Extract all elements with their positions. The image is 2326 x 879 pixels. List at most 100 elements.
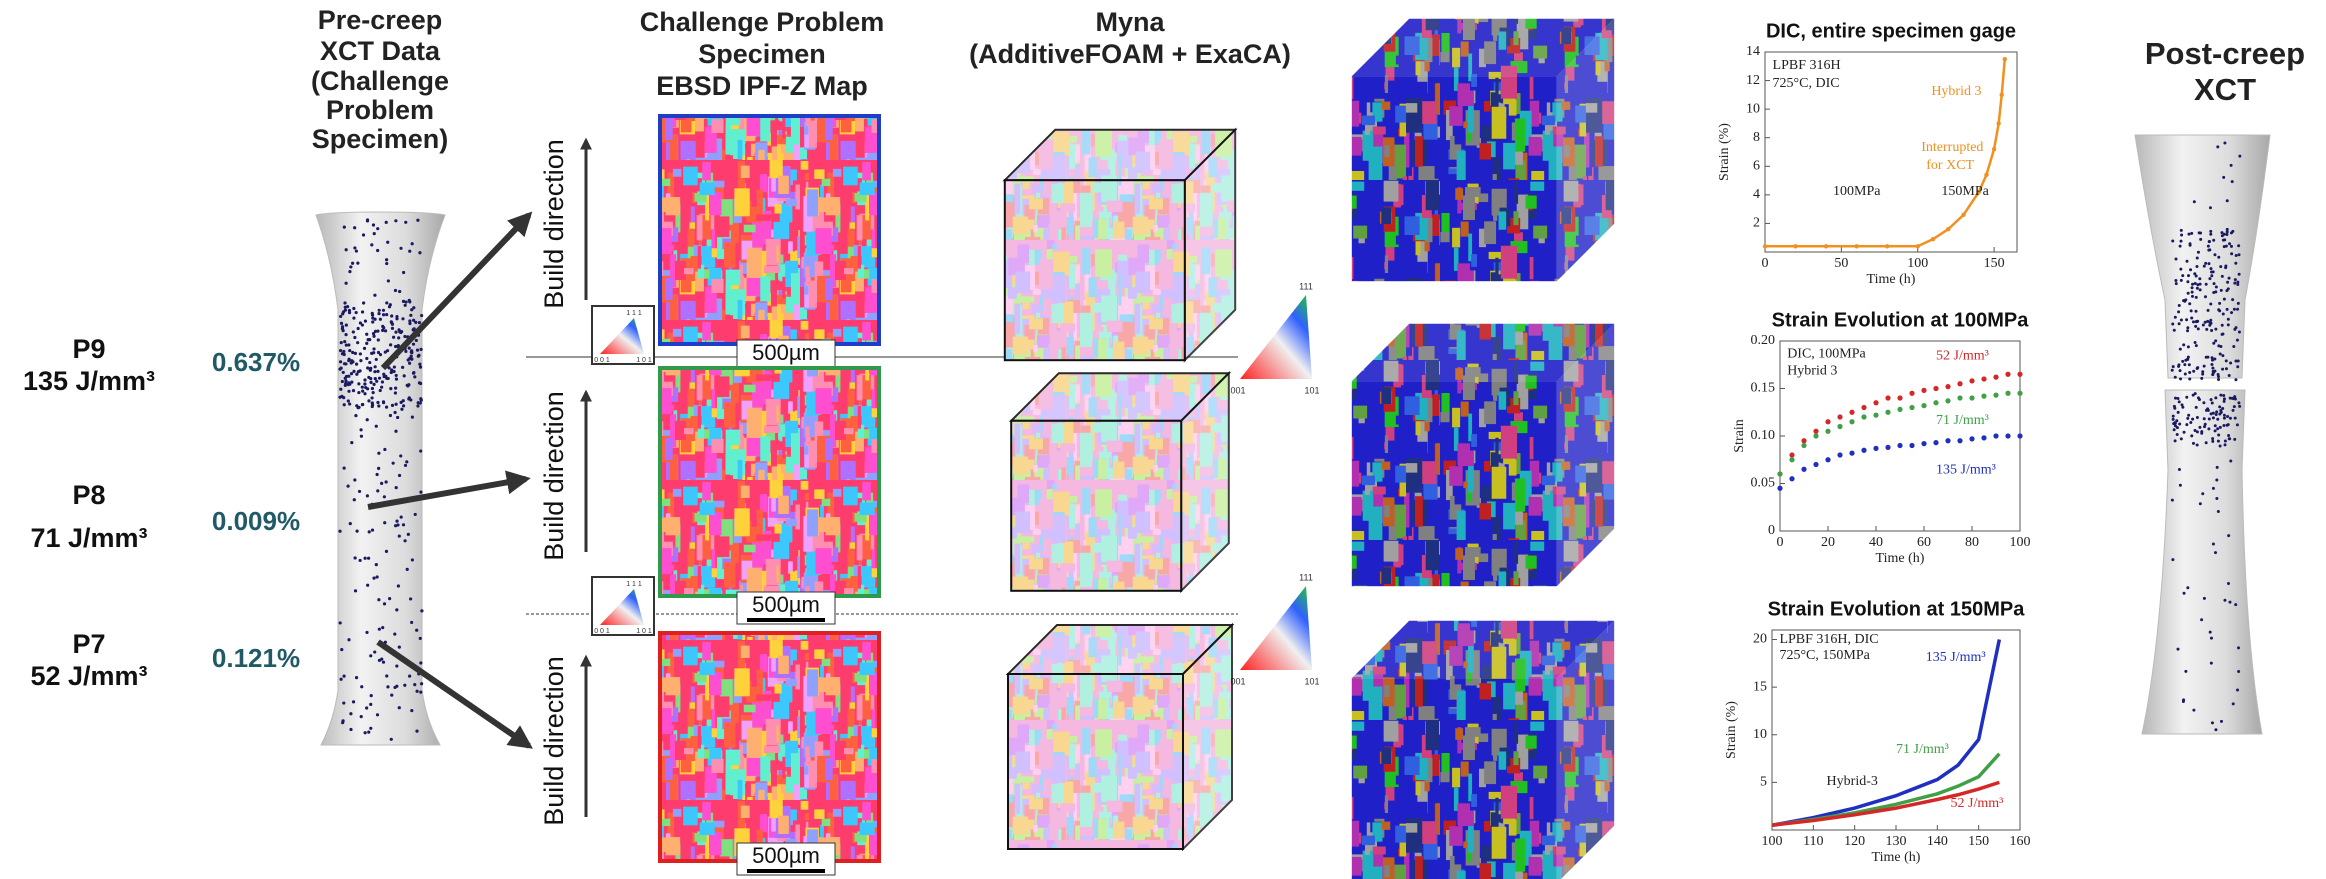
pore xyxy=(2180,319,2183,322)
pore xyxy=(2178,468,2181,471)
pore xyxy=(2180,234,2183,237)
pore xyxy=(381,380,384,383)
specimen xyxy=(2142,390,2262,734)
pore xyxy=(377,312,380,315)
pore xyxy=(2179,245,2182,248)
pore xyxy=(355,311,358,314)
pore xyxy=(2204,262,2207,265)
point xyxy=(1969,436,1974,441)
point xyxy=(1921,441,1926,446)
pore xyxy=(361,403,364,406)
marker xyxy=(1984,173,1988,177)
pore xyxy=(411,558,414,561)
pore xyxy=(2186,260,2189,263)
pore xyxy=(350,441,353,444)
pore xyxy=(394,289,397,292)
pore xyxy=(2236,689,2239,692)
pore xyxy=(2182,343,2185,346)
pore xyxy=(2223,414,2226,417)
pore xyxy=(2218,405,2221,408)
pore xyxy=(2238,405,2241,408)
point xyxy=(1969,378,1974,383)
pore xyxy=(366,219,369,222)
pore xyxy=(2184,373,2187,376)
pore xyxy=(377,351,380,354)
pore xyxy=(377,598,380,601)
pore xyxy=(2208,417,2211,420)
pore xyxy=(349,265,352,268)
pore xyxy=(403,539,406,542)
pore xyxy=(2225,233,2228,236)
pore xyxy=(2237,244,2240,247)
pore xyxy=(2174,279,2177,282)
pore xyxy=(371,387,374,390)
pore xyxy=(2201,492,2204,495)
pore xyxy=(2177,363,2180,366)
pore xyxy=(2230,245,2233,248)
pore xyxy=(2196,283,2199,286)
pore xyxy=(2182,700,2185,703)
pore xyxy=(412,343,415,346)
pore xyxy=(2238,253,2241,256)
pore xyxy=(394,430,397,433)
pore xyxy=(371,313,374,316)
pore xyxy=(342,675,345,678)
pore xyxy=(2221,407,2224,410)
pore xyxy=(2221,354,2224,357)
pore xyxy=(372,383,375,386)
point xyxy=(1813,433,1818,438)
pore xyxy=(2180,437,2183,440)
pore xyxy=(2205,409,2208,412)
pore xyxy=(394,391,397,394)
pore xyxy=(2236,339,2239,342)
pore xyxy=(2188,302,2191,305)
point xyxy=(1981,376,1986,381)
pore xyxy=(420,609,423,612)
point xyxy=(1897,407,1902,412)
ipf-label: 101 xyxy=(1304,676,1319,686)
pore xyxy=(376,370,379,373)
pore xyxy=(377,404,380,407)
pore xyxy=(363,378,366,381)
pore xyxy=(2197,327,2200,330)
pore xyxy=(2205,441,2208,444)
pore xyxy=(357,327,360,330)
pore xyxy=(2229,460,2232,463)
pore xyxy=(416,349,419,352)
header: Pre-creep xyxy=(318,5,443,35)
pore xyxy=(415,339,418,342)
header: Specimen xyxy=(698,39,826,69)
pore xyxy=(2191,418,2194,421)
pore xyxy=(345,282,348,285)
pore xyxy=(349,728,352,731)
pore xyxy=(2221,324,2224,327)
pore xyxy=(404,221,407,224)
pore xyxy=(374,365,377,368)
pore xyxy=(372,332,375,335)
pore xyxy=(415,629,418,632)
pore xyxy=(356,341,359,344)
point xyxy=(1945,438,1950,443)
pore xyxy=(376,249,379,252)
pore xyxy=(2198,277,2201,280)
pore xyxy=(397,584,400,587)
pore xyxy=(2206,320,2209,323)
pore xyxy=(409,314,412,317)
pore xyxy=(379,389,382,392)
pore xyxy=(2236,423,2239,426)
pore xyxy=(2183,363,2186,366)
pore xyxy=(2222,313,2225,316)
chart-title: Strain Evolution at 100MPa xyxy=(1772,309,2030,331)
pore xyxy=(2229,397,2232,400)
cube-face xyxy=(1352,381,1557,586)
pore xyxy=(2185,396,2188,399)
pore xyxy=(2212,342,2215,345)
pore xyxy=(2196,287,2199,290)
pore xyxy=(386,349,389,352)
pore xyxy=(355,676,358,679)
ipf-label: 1 1 1 xyxy=(626,310,642,317)
pore xyxy=(385,480,388,483)
point xyxy=(1849,410,1854,415)
pore xyxy=(382,313,385,316)
header: EBSD IPF-Z Map xyxy=(656,71,868,101)
